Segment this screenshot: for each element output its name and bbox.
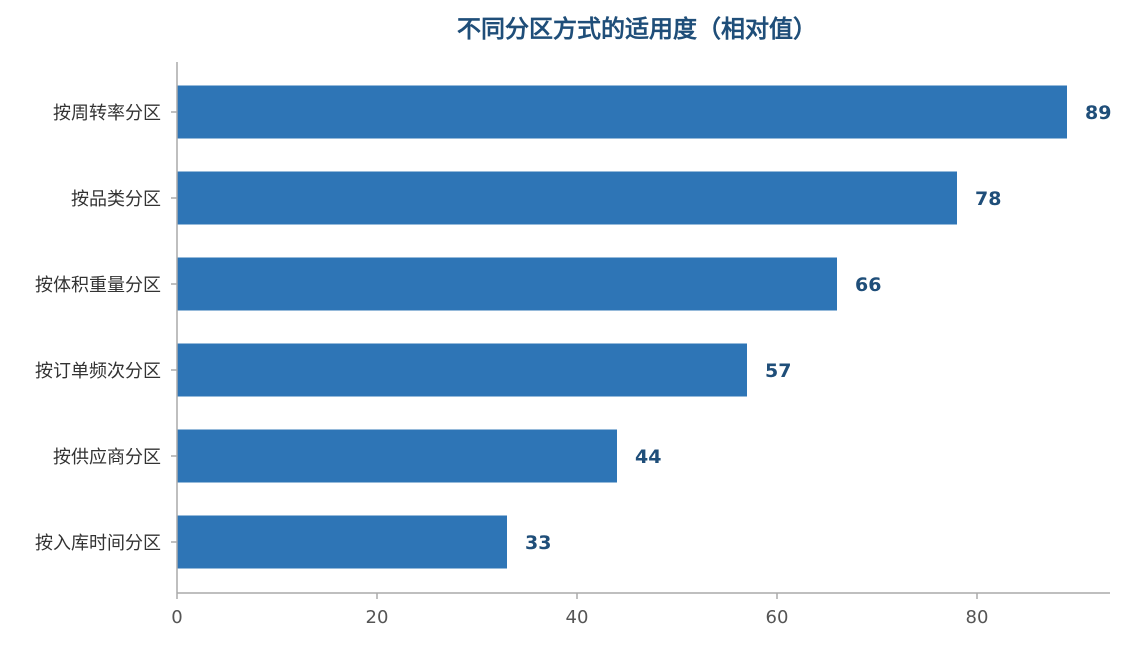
value-label: 78 xyxy=(975,188,1001,210)
chart-title: 不同分区方式的适用度（相对值） xyxy=(457,15,817,43)
value-label: 33 xyxy=(525,532,551,554)
x-ticks: 0 20 40 60 80 xyxy=(171,593,988,628)
bar xyxy=(177,343,747,397)
bars-group xyxy=(177,85,1067,569)
value-labels: 89 78 66 57 44 33 xyxy=(525,102,1111,554)
bar xyxy=(177,85,1067,139)
x-tick-label: 80 xyxy=(966,607,989,628)
x-tick-label: 0 xyxy=(171,607,182,628)
category-label: 按入库时间分区 xyxy=(35,533,161,554)
category-label: 按周转率分区 xyxy=(53,103,161,124)
x-tick-label: 60 xyxy=(766,607,789,628)
value-label: 57 xyxy=(765,360,791,382)
value-label: 66 xyxy=(855,274,881,296)
category-label: 按订单频次分区 xyxy=(35,361,161,382)
x-tick-label: 20 xyxy=(366,607,389,628)
x-tick-label: 40 xyxy=(566,607,589,628)
bar xyxy=(177,429,617,483)
bar xyxy=(177,515,507,569)
category-label: 按品类分区 xyxy=(71,189,161,210)
category-label: 按体积重量分区 xyxy=(35,275,161,296)
bar xyxy=(177,171,957,225)
value-label: 89 xyxy=(1085,102,1111,124)
bar xyxy=(177,257,837,311)
category-label: 按供应商分区 xyxy=(53,447,161,468)
value-label: 44 xyxy=(635,446,661,468)
